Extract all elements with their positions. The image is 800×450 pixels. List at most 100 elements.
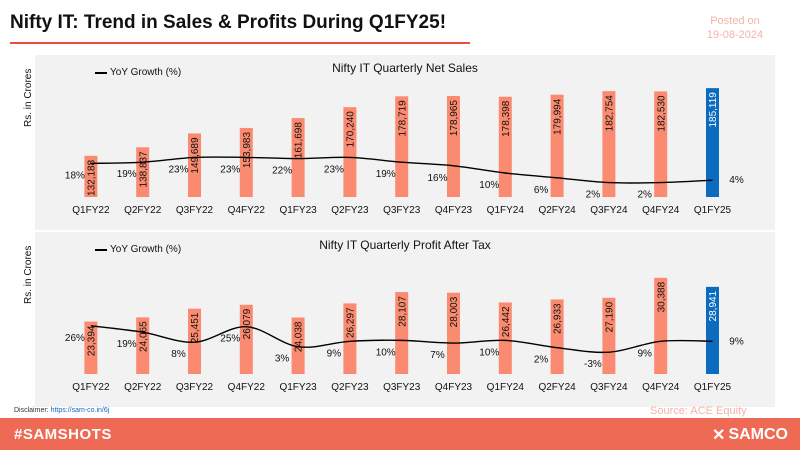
- title-underline: [10, 42, 470, 44]
- samco-logo-icon: ✕: [712, 427, 726, 444]
- pat-x-tick: Q4FY22: [228, 382, 266, 393]
- disclaimer: Disclaimer: https://sam-co.in/6j: [14, 407, 109, 414]
- net-sales-y-axis-label: Rs. in Crores: [23, 68, 34, 127]
- pat-yoy-label: 10%: [479, 347, 499, 358]
- net-sales-x-tick: Q3FY23: [383, 205, 421, 216]
- net-sales-legend: YoY Growth (%): [95, 67, 181, 78]
- pat-yoy-label: 26%: [65, 333, 85, 344]
- pat-yoy-label: -3%: [584, 359, 602, 370]
- net-sales-yoy-label: 23%: [220, 164, 240, 175]
- disclaimer-label: Disclaimer:: [14, 407, 49, 414]
- net-sales-chart-plot: Q1FY22 Q2FY22 Q3FY22 Q4FY22 Q1FY23 Q2FY23 Q3FY…: [65, 88, 744, 216]
- net-sales-bar-label: 185,119: [708, 92, 719, 128]
- pat-legend-label: YoY Growth (%): [110, 244, 182, 255]
- net-sales-bar-label: 149,689: [190, 137, 201, 174]
- pat-bar-label: 26,933: [553, 303, 564, 334]
- source-note: Source: ACE Equity: [650, 405, 747, 417]
- net-sales-chart: Q1FY22 Q2FY22 Q3FY22 Q4FY22 Q1FY23 Q2FY23 Q3FY…: [23, 55, 775, 230]
- net-sales-bar: [706, 88, 719, 197]
- posted-on: Posted on 19-08-2024: [690, 14, 780, 42]
- net-sales-x-tick: Q2FY23: [331, 205, 369, 216]
- net-sales-bar: [447, 95, 460, 197]
- pat-bar-label: 26,079: [242, 308, 253, 339]
- pat-x-tick: Q4FY24: [642, 382, 680, 393]
- net-sales-bar-label: 170,240: [346, 111, 357, 148]
- pat-bar: [239, 304, 253, 374]
- net-sales-yoy-label: 2%: [586, 190, 601, 201]
- pat-x-tick: Q1FY23: [279, 382, 317, 393]
- net-sales-bar: [395, 96, 409, 197]
- net-sales-bar-label: 132,188: [87, 159, 98, 196]
- posted-date: 19-08-2024: [706, 29, 764, 41]
- net-sales-yoy-label: 22%: [272, 166, 292, 177]
- disclaimer-link[interactable]: https://sam-co.in/6j: [50, 407, 110, 414]
- pat-yoy-label: 19%: [117, 339, 137, 350]
- net-sales-bar: [550, 94, 564, 197]
- pat-bar: [602, 297, 616, 374]
- net-sales-yoy-label: 19%: [376, 169, 396, 180]
- net-sales-yoy-label: 19%: [117, 169, 137, 180]
- pat-bar: [291, 317, 305, 374]
- net-sales-yoy-label: 23%: [324, 164, 344, 175]
- hashtag: #SAMSHOTS: [14, 426, 112, 443]
- pat-bar-label: 25,451: [190, 312, 201, 343]
- posted-label: Posted on: [710, 15, 760, 27]
- pat-x-tick: Q2FY23: [331, 382, 369, 393]
- pat-yoy-label: 3%: [275, 354, 290, 365]
- pat-y-axis-label: Rs. in Crores: [23, 245, 34, 304]
- pat-bar: [654, 277, 668, 374]
- pat-yoy-label: 8%: [171, 349, 186, 360]
- pat-yoy-line: [90, 325, 713, 354]
- pat-yoy-label: 9%: [637, 348, 652, 359]
- net-sales-x-tick: Q1FY25: [694, 205, 732, 216]
- pat-x-tick: Q4FY23: [435, 382, 473, 393]
- pat-x-tick: Q1FY25: [694, 382, 732, 393]
- brand-logo: ✕ SAMCO: [712, 425, 788, 445]
- pat-x-tick: Q2FY22: [124, 382, 162, 393]
- pat-bar-label: 27,190: [605, 301, 616, 332]
- legend-line-swatch: [95, 71, 107, 74]
- net-sales-chart-title: Nifty IT Quarterly Net Sales: [332, 61, 478, 75]
- net-sales-bar: [343, 107, 357, 197]
- net-sales-yoy-label: 2%: [637, 190, 652, 201]
- pat-yoy-label: 25%: [220, 334, 240, 345]
- pat-x-tick: Q1FY22: [72, 382, 110, 393]
- pat-bar: [188, 308, 201, 374]
- net-sales-x-tick: Q4FY22: [228, 205, 266, 216]
- pat-bar: [343, 303, 357, 374]
- net-sales-bar: [602, 91, 616, 197]
- pat-bar: [498, 302, 512, 374]
- pat-bar-label: 28,107: [397, 296, 408, 327]
- net-sales-yoy-label: 4%: [729, 175, 744, 186]
- net-sales-x-tick: Q1FY24: [487, 205, 525, 216]
- pat-x-tick: Q3FY23: [383, 382, 421, 393]
- net-sales-x-tick: Q4FY23: [435, 205, 473, 216]
- net-sales-bar: [84, 155, 98, 197]
- net-sales-bar-label: 178,965: [449, 100, 460, 137]
- net-sales-bar: [188, 133, 201, 197]
- pat-chart: Q1FY22 Q2FY22 Q3FY22 Q4FY22 Q1FY23 Q2FY23 Q3FY…: [23, 232, 775, 407]
- pat-bar-label: 28,003: [449, 296, 460, 327]
- net-sales-bar-label: 179,994: [553, 98, 564, 135]
- net-sales-x-tick: Q1FY22: [72, 205, 110, 216]
- page-title: Nifty IT: Trend in Sales & Profits Durin…: [10, 12, 447, 33]
- net-sales-x-tick: Q3FY24: [590, 205, 628, 216]
- pat-bar-label: 24,065: [138, 321, 149, 352]
- pat-bar-label: 30,388: [656, 281, 667, 312]
- pat-bar-label: 28,941: [708, 290, 719, 321]
- pat-chart-title: Nifty IT Quarterly Profit After Tax: [319, 238, 491, 252]
- net-sales-bar-label: 182,530: [656, 95, 667, 132]
- pat-bar: [395, 292, 409, 374]
- pat-bar: [447, 292, 460, 374]
- net-sales-yoy-line: [90, 156, 713, 184]
- net-sales-bar: [239, 127, 253, 197]
- net-sales-x-tick: Q3FY22: [176, 205, 214, 216]
- net-sales-x-tick: Q4FY24: [642, 205, 680, 216]
- pat-bar-label: 23,394: [87, 325, 98, 356]
- net-sales-bar-label: 161,698: [294, 122, 305, 159]
- net-sales-x-tick: Q1FY23: [279, 205, 317, 216]
- pat-bar-label: 26,442: [501, 306, 512, 337]
- pat-yoy-label: 2%: [534, 355, 549, 366]
- net-sales-yoy-label: 23%: [168, 164, 188, 175]
- brand-name: SAMCO: [728, 426, 788, 443]
